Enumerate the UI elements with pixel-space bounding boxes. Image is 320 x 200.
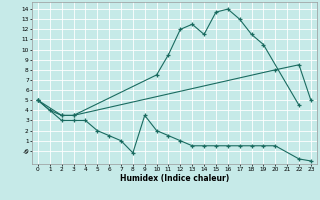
Text: -0: -0: [23, 150, 28, 155]
X-axis label: Humidex (Indice chaleur): Humidex (Indice chaleur): [120, 174, 229, 183]
